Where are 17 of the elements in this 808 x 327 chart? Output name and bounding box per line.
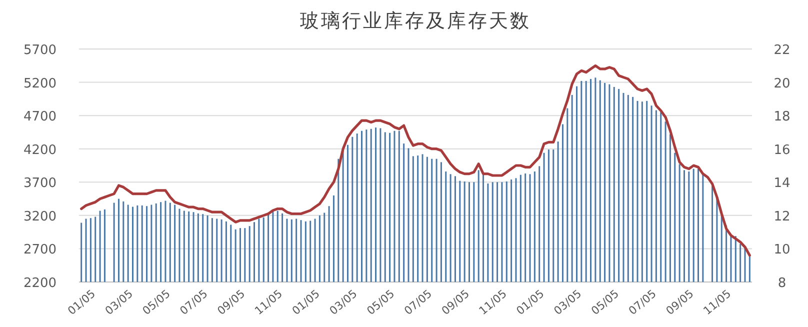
- chart-title: 玻璃行业库存及库存天数: [300, 10, 531, 32]
- y-tick-label: 3700: [23, 176, 57, 192]
- y-tick-label: 4200: [23, 142, 57, 158]
- y2-tick-label: 12: [774, 209, 790, 224]
- y-tick-label: 3200: [23, 209, 57, 224]
- y-tick-label: 5200: [23, 76, 57, 92]
- y-tick-label: 5700: [23, 43, 57, 58]
- y2-tick-label: 10: [774, 242, 790, 258]
- y2-tick-label: 8: [778, 276, 786, 291]
- y2-tick-label: 16: [774, 142, 790, 158]
- y-tick-label: 2200: [23, 276, 57, 291]
- y2-tick-label: 18: [774, 110, 790, 125]
- y2-tick-label: 22: [774, 43, 790, 58]
- y2-tick-label: 14: [774, 176, 790, 192]
- y2-tick-label: 20: [774, 76, 790, 92]
- y-tick-label: 2700: [23, 242, 57, 258]
- y-tick-label: 4700: [23, 110, 57, 125]
